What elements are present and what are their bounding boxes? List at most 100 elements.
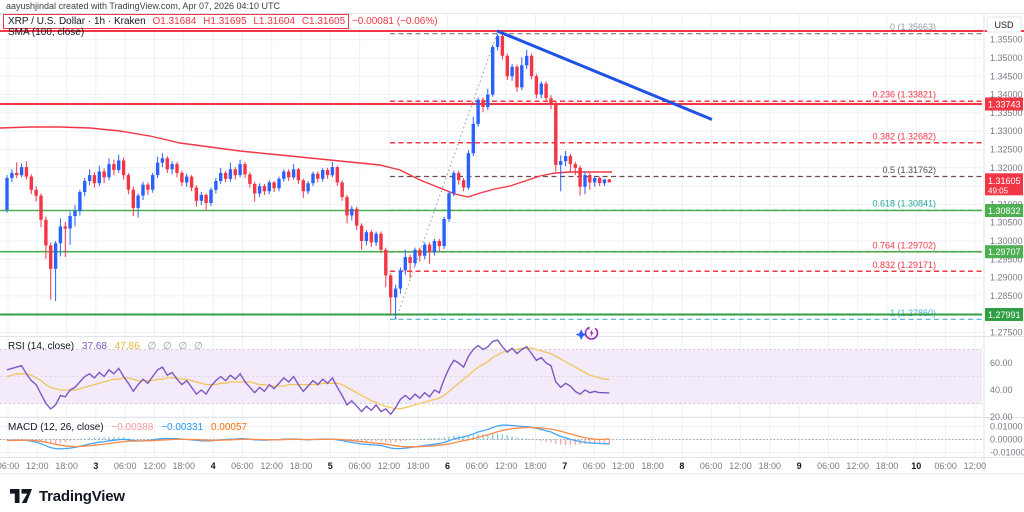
price-change: −0.00081 (−0.06%) <box>351 16 438 27</box>
svg-text:7: 7 <box>562 461 567 471</box>
macd-line-value: −0.00331 <box>161 422 204 433</box>
tradingview-logo-icon <box>10 489 32 503</box>
svg-text:1.29500: 1.29500 <box>990 254 1023 264</box>
svg-text:12:00: 12:00 <box>378 461 401 471</box>
fib-baseline <box>395 33 498 320</box>
svg-text:12:00: 12:00 <box>26 461 49 471</box>
rsi-ma-value: 47.86 <box>114 341 140 352</box>
svg-text:1.27991: 1.27991 <box>988 310 1021 320</box>
svg-text:1.28500: 1.28500 <box>990 291 1023 301</box>
svg-text:06:00: 06:00 <box>700 461 723 471</box>
svg-text:USD: USD <box>994 20 1014 30</box>
svg-text:06:00: 06:00 <box>934 461 957 471</box>
replay-marker-icon[interactable] <box>575 323 601 348</box>
svg-text:6: 6 <box>445 461 450 471</box>
macd-lines <box>6 424 610 450</box>
svg-text:1.27500: 1.27500 <box>990 328 1023 338</box>
ohlc-close: C1.31605 <box>301 16 346 27</box>
svg-text:1.35500: 1.35500 <box>990 35 1023 45</box>
sma-100-line <box>0 126 612 198</box>
svg-text:1.34500: 1.34500 <box>990 71 1023 81</box>
svg-text:0.382 (1.32682): 0.382 (1.32682) <box>872 131 936 141</box>
svg-text:1.30500: 1.30500 <box>990 218 1023 228</box>
svg-text:12:00: 12:00 <box>143 461 166 471</box>
horizontal-lines <box>0 30 1024 316</box>
ohlc-high: H1.31695 <box>203 16 247 27</box>
symbol-legend[interactable]: XRP / U.S. Dollar · 1h · Kraken O1.31684… <box>8 16 438 27</box>
svg-text:18:00: 18:00 <box>173 461 196 471</box>
tradingview-logo[interactable]: TradingView <box>10 486 125 506</box>
rsi-value: 37.68 <box>81 341 107 352</box>
rsi-lines <box>6 339 610 416</box>
svg-text:12:00: 12:00 <box>495 461 518 471</box>
svg-text:06:00: 06:00 <box>114 461 137 471</box>
svg-text:0.00000: 0.00000 <box>990 435 1023 445</box>
svg-text:12:00: 12:00 <box>729 461 752 471</box>
svg-text:1.32500: 1.32500 <box>990 145 1023 155</box>
svg-text:12:00: 12:00 <box>260 461 283 471</box>
rsi-hidden-values: ∅ ∅ ∅ ∅ <box>147 341 205 352</box>
time-axis[interactable]: 06:00 12:00 18:00 3 06:00 12:00 18:00 4 06:00 12:… <box>0 461 986 471</box>
macd-signal-value: 0.00057 <box>210 422 248 433</box>
svg-text:0.832 (1.29171): 0.832 (1.29171) <box>872 260 936 270</box>
svg-text:49:05: 49:05 <box>988 186 1009 195</box>
macd-label: MACD (12, 26, close) <box>8 422 104 433</box>
svg-text:1.35000: 1.35000 <box>990 53 1023 63</box>
svg-text:3: 3 <box>93 461 98 471</box>
svg-text:0.618 (1.30841): 0.618 (1.30841) <box>872 199 936 209</box>
svg-text:5: 5 <box>328 461 333 471</box>
sparkle-icon <box>575 329 587 340</box>
svg-text:1.33500: 1.33500 <box>990 108 1023 118</box>
svg-text:18:00: 18:00 <box>641 461 664 471</box>
pane-borders <box>0 13 1024 475</box>
macd-hist-value: −0.00388 <box>111 422 154 433</box>
svg-text:18:00: 18:00 <box>290 461 313 471</box>
ohlc-low: L1.31604 <box>253 16 296 27</box>
svg-text:06:00: 06:00 <box>231 461 254 471</box>
svg-text:10: 10 <box>911 461 921 471</box>
svg-text:0 (1.35663): 0 (1.35663) <box>890 22 936 32</box>
svg-text:06:00: 06:00 <box>466 461 489 471</box>
svg-text:0.01000: 0.01000 <box>990 422 1023 432</box>
svg-text:0.236 (1.33821): 0.236 (1.33821) <box>872 90 936 100</box>
sma-indicator-legend[interactable]: SMA (100, close) <box>8 27 85 38</box>
svg-text:06:00: 06:00 <box>817 461 840 471</box>
svg-text:12:00: 12:00 <box>964 461 987 471</box>
svg-text:12:00: 12:00 <box>612 461 635 471</box>
svg-text:18:00: 18:00 <box>407 461 430 471</box>
macd-indicator-legend[interactable]: MACD (12, 26, close) −0.00388 −0.00331 0… <box>8 422 247 433</box>
svg-text:1 (1.27860): 1 (1.27860) <box>890 308 936 318</box>
svg-text:1.30832: 1.30832 <box>988 206 1021 216</box>
lightning-icon <box>589 328 594 338</box>
symbol-title: XRP / U.S. Dollar · 1h · Kraken <box>8 16 146 27</box>
rsi-indicator-legend[interactable]: RSI (14, close) 37.68 47.86 ∅ ∅ ∅ ∅ <box>8 341 205 352</box>
svg-text:1.31605: 1.31605 <box>988 176 1021 186</box>
rsi-label: RSI (14, close) <box>8 341 75 352</box>
svg-text:1.33743: 1.33743 <box>988 100 1021 110</box>
trendline[interactable] <box>496 29 713 121</box>
svg-text:12:00: 12:00 <box>846 461 869 471</box>
svg-text:9: 9 <box>797 461 802 471</box>
svg-text:18:00: 18:00 <box>759 461 782 471</box>
svg-text:4: 4 <box>211 461 216 471</box>
svg-text:06:00: 06:00 <box>0 461 19 471</box>
svg-text:60.00: 60.00 <box>990 358 1013 368</box>
svg-text:18:00: 18:00 <box>55 461 78 471</box>
svg-text:1.29707: 1.29707 <box>988 247 1021 257</box>
svg-text:-0.01000: -0.01000 <box>990 448 1024 458</box>
symbol-legend-highlight-box <box>3 14 349 29</box>
svg-text:06:00: 06:00 <box>583 461 606 471</box>
svg-text:06:00: 06:00 <box>348 461 371 471</box>
price-axis[interactable]: USD1.355001.350001.345001.340001.335001.… <box>986 16 1024 458</box>
ohlc-open: O1.31684 <box>152 16 197 27</box>
fib-levels: 0 (1.35663) 0.236 (1.33821) 0.382 (1.32682… <box>390 22 982 320</box>
svg-text:1.34000: 1.34000 <box>990 90 1023 100</box>
svg-text:1.33000: 1.33000 <box>990 126 1023 136</box>
tradingview-logo-text: TradingView <box>39 487 125 505</box>
candles-layer[interactable] <box>5 33 611 320</box>
svg-text:0.764 (1.29702): 0.764 (1.29702) <box>872 240 936 250</box>
attribution-text: aayushjindal created with TradingView.co… <box>6 1 280 11</box>
